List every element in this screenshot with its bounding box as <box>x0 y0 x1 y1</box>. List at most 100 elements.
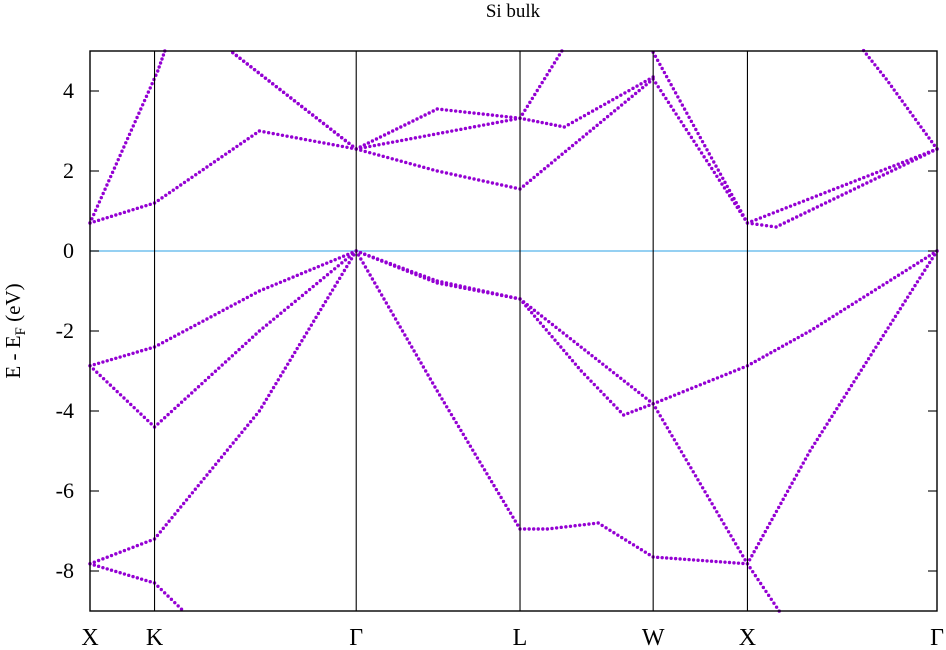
band-point <box>725 184 729 189</box>
band-point <box>581 135 585 139</box>
band-point <box>712 160 716 164</box>
band-point <box>184 498 189 502</box>
band-point <box>116 157 120 162</box>
band-point <box>110 170 115 175</box>
band-point <box>101 191 105 196</box>
band-point <box>186 178 190 182</box>
band-point <box>216 459 221 463</box>
band-point <box>500 119 504 124</box>
band-point <box>640 85 645 90</box>
band-point <box>347 261 351 265</box>
band-point <box>700 558 705 563</box>
band-point <box>773 348 777 353</box>
band-point <box>726 530 731 534</box>
band-point <box>261 287 266 291</box>
band-point <box>109 214 114 219</box>
band-point <box>129 128 134 132</box>
band-point <box>582 522 587 527</box>
band-point <box>639 82 643 86</box>
band-point <box>96 558 101 563</box>
band-point <box>559 345 563 349</box>
band-point <box>926 150 931 155</box>
band-point <box>685 111 689 115</box>
band-point <box>418 274 422 278</box>
kpoint-label: Γ <box>349 625 363 650</box>
band-point <box>149 422 153 426</box>
band-point <box>923 256 928 260</box>
band-point <box>619 376 623 381</box>
band-point <box>325 273 330 277</box>
band-point <box>663 422 667 426</box>
band-point <box>158 530 163 534</box>
band-point <box>540 120 544 125</box>
band-point <box>386 305 391 309</box>
band-point <box>583 348 587 352</box>
plot-frame <box>89 50 938 612</box>
band-point <box>201 319 205 323</box>
band-point <box>764 589 768 594</box>
band-point <box>640 393 645 397</box>
band-point <box>476 289 481 293</box>
band-point <box>205 165 209 169</box>
band-point <box>759 537 763 542</box>
band-point <box>577 138 582 142</box>
band-point <box>312 319 316 323</box>
band-point <box>377 153 381 157</box>
band-point <box>886 326 890 330</box>
band-point <box>660 555 664 560</box>
band-point <box>807 209 811 213</box>
band-point <box>308 268 312 272</box>
band-point <box>435 389 439 393</box>
band-point <box>846 305 851 309</box>
band-point <box>573 524 577 528</box>
band-point <box>598 120 603 125</box>
band-point <box>375 285 379 289</box>
band-point <box>440 397 444 401</box>
band-point <box>114 213 118 217</box>
band-point <box>452 416 456 421</box>
band-point <box>774 509 779 514</box>
band-point <box>142 415 147 420</box>
band-point <box>850 302 854 307</box>
band-point <box>700 139 705 144</box>
band-series-8 <box>231 49 564 151</box>
band-point <box>366 269 370 273</box>
band-point <box>611 98 615 102</box>
band-point <box>704 159 709 163</box>
band-point <box>671 108 676 112</box>
band-point <box>274 84 279 89</box>
band-point <box>779 501 783 506</box>
band-point <box>296 101 300 106</box>
band-point <box>794 473 799 477</box>
band-point <box>696 131 700 136</box>
band-point <box>598 104 603 109</box>
band-point <box>718 560 723 564</box>
band-point <box>696 558 700 562</box>
band-point <box>350 144 355 148</box>
band-point <box>728 371 732 375</box>
band-point <box>705 148 709 152</box>
band-point <box>788 204 793 208</box>
band-point <box>458 109 462 114</box>
band-point <box>481 179 485 183</box>
band-point <box>263 76 268 80</box>
band-point <box>295 273 299 278</box>
band-point <box>407 341 412 345</box>
band-point <box>122 548 127 553</box>
band-point <box>903 299 907 303</box>
band-point <box>668 395 673 399</box>
band-point <box>217 366 221 370</box>
band-point <box>475 456 480 460</box>
band-point <box>118 211 122 216</box>
band-point <box>892 88 896 92</box>
band-point <box>478 460 482 464</box>
band-point <box>156 422 160 426</box>
band-point <box>431 279 435 284</box>
band-point <box>449 283 453 288</box>
band-point <box>435 169 439 173</box>
band-point <box>423 113 427 117</box>
band-point <box>750 219 754 224</box>
band-point <box>535 317 540 322</box>
band-point <box>260 73 264 78</box>
band-point <box>755 222 759 227</box>
